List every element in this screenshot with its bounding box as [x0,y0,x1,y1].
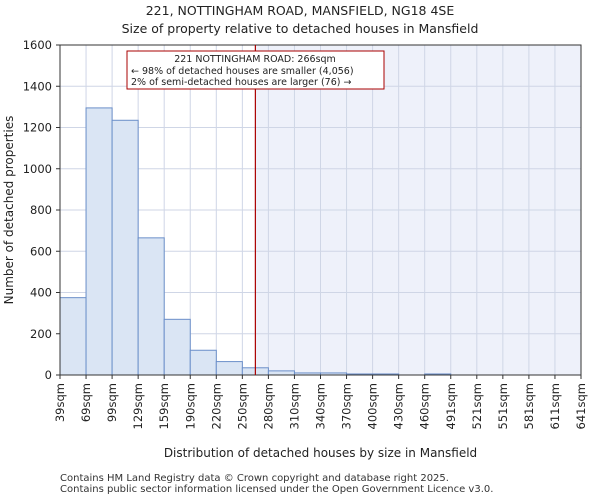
x-tick-label: 310sqm [287,383,301,429]
y-tick-label: 0 [45,368,52,382]
x-axis-label: Distribution of detached houses by size … [164,446,477,460]
bar [163,318,191,376]
annotation-box [126,50,385,90]
annotation-larger: 2% of semi-detached houses are larger (7… [131,77,351,88]
x-tick-label: 69sqm [79,383,93,422]
x-tick-label: 370sqm [340,383,354,429]
x-tick-label: 460sqm [418,383,432,429]
bar [215,361,243,376]
x-tick-label: 611sqm [548,383,562,429]
y-tick-label: 200 [30,327,52,341]
x-tick-label: 250sqm [235,383,249,429]
bar [189,349,217,376]
x-tick-label: 491sqm [444,383,458,429]
annotation-title: 221 NOTTINGHAM ROAD: 266sqm [174,54,336,65]
x-tick-label: 581sqm [522,383,536,429]
x-tick-label: 430sqm [392,383,406,429]
x-tick-label: 521sqm [470,383,484,429]
x-tick-label: 129sqm [131,383,145,429]
x-tick-label: 641sqm [574,383,588,429]
y-tick-label: 1000 [23,162,52,176]
bar [59,297,87,376]
y-tick-label: 800 [30,203,52,217]
y-tick-label: 1400 [23,79,52,93]
bar [137,237,165,376]
x-tick-label: 220sqm [209,383,223,429]
bar [111,119,139,376]
x-tick-label: 99sqm [105,383,119,422]
annotation-smaller: ← 98% of detached houses are smaller (4,… [131,66,354,77]
x-tick-label: 190sqm [183,383,197,429]
footer-line-1: Contains HM Land Registry data © Crown c… [60,473,449,484]
y-tick-label: 400 [30,286,52,300]
x-tick-label: 280sqm [261,383,275,429]
chart-subtitle: Size of property relative to detached ho… [121,21,479,36]
x-tick-label: 551sqm [496,383,510,429]
y-tick-label: 1600 [23,38,52,52]
bar [85,107,113,376]
y-tick-label: 1200 [23,121,52,135]
x-tick-label: 340sqm [314,383,328,429]
y-axis-label: Number of detached properties [2,116,16,305]
x-tick-label: 39sqm [53,383,67,422]
x-tick-label: 400sqm [366,383,380,429]
x-tick-label: 159sqm [157,383,171,429]
bar [267,370,295,376]
chart-title: 221, NOTTINGHAM ROAD, MANSFIELD, NG18 4S… [145,3,455,18]
y-tick-label: 600 [30,244,52,258]
footer-line-2: Contains public sector information licen… [60,484,494,495]
